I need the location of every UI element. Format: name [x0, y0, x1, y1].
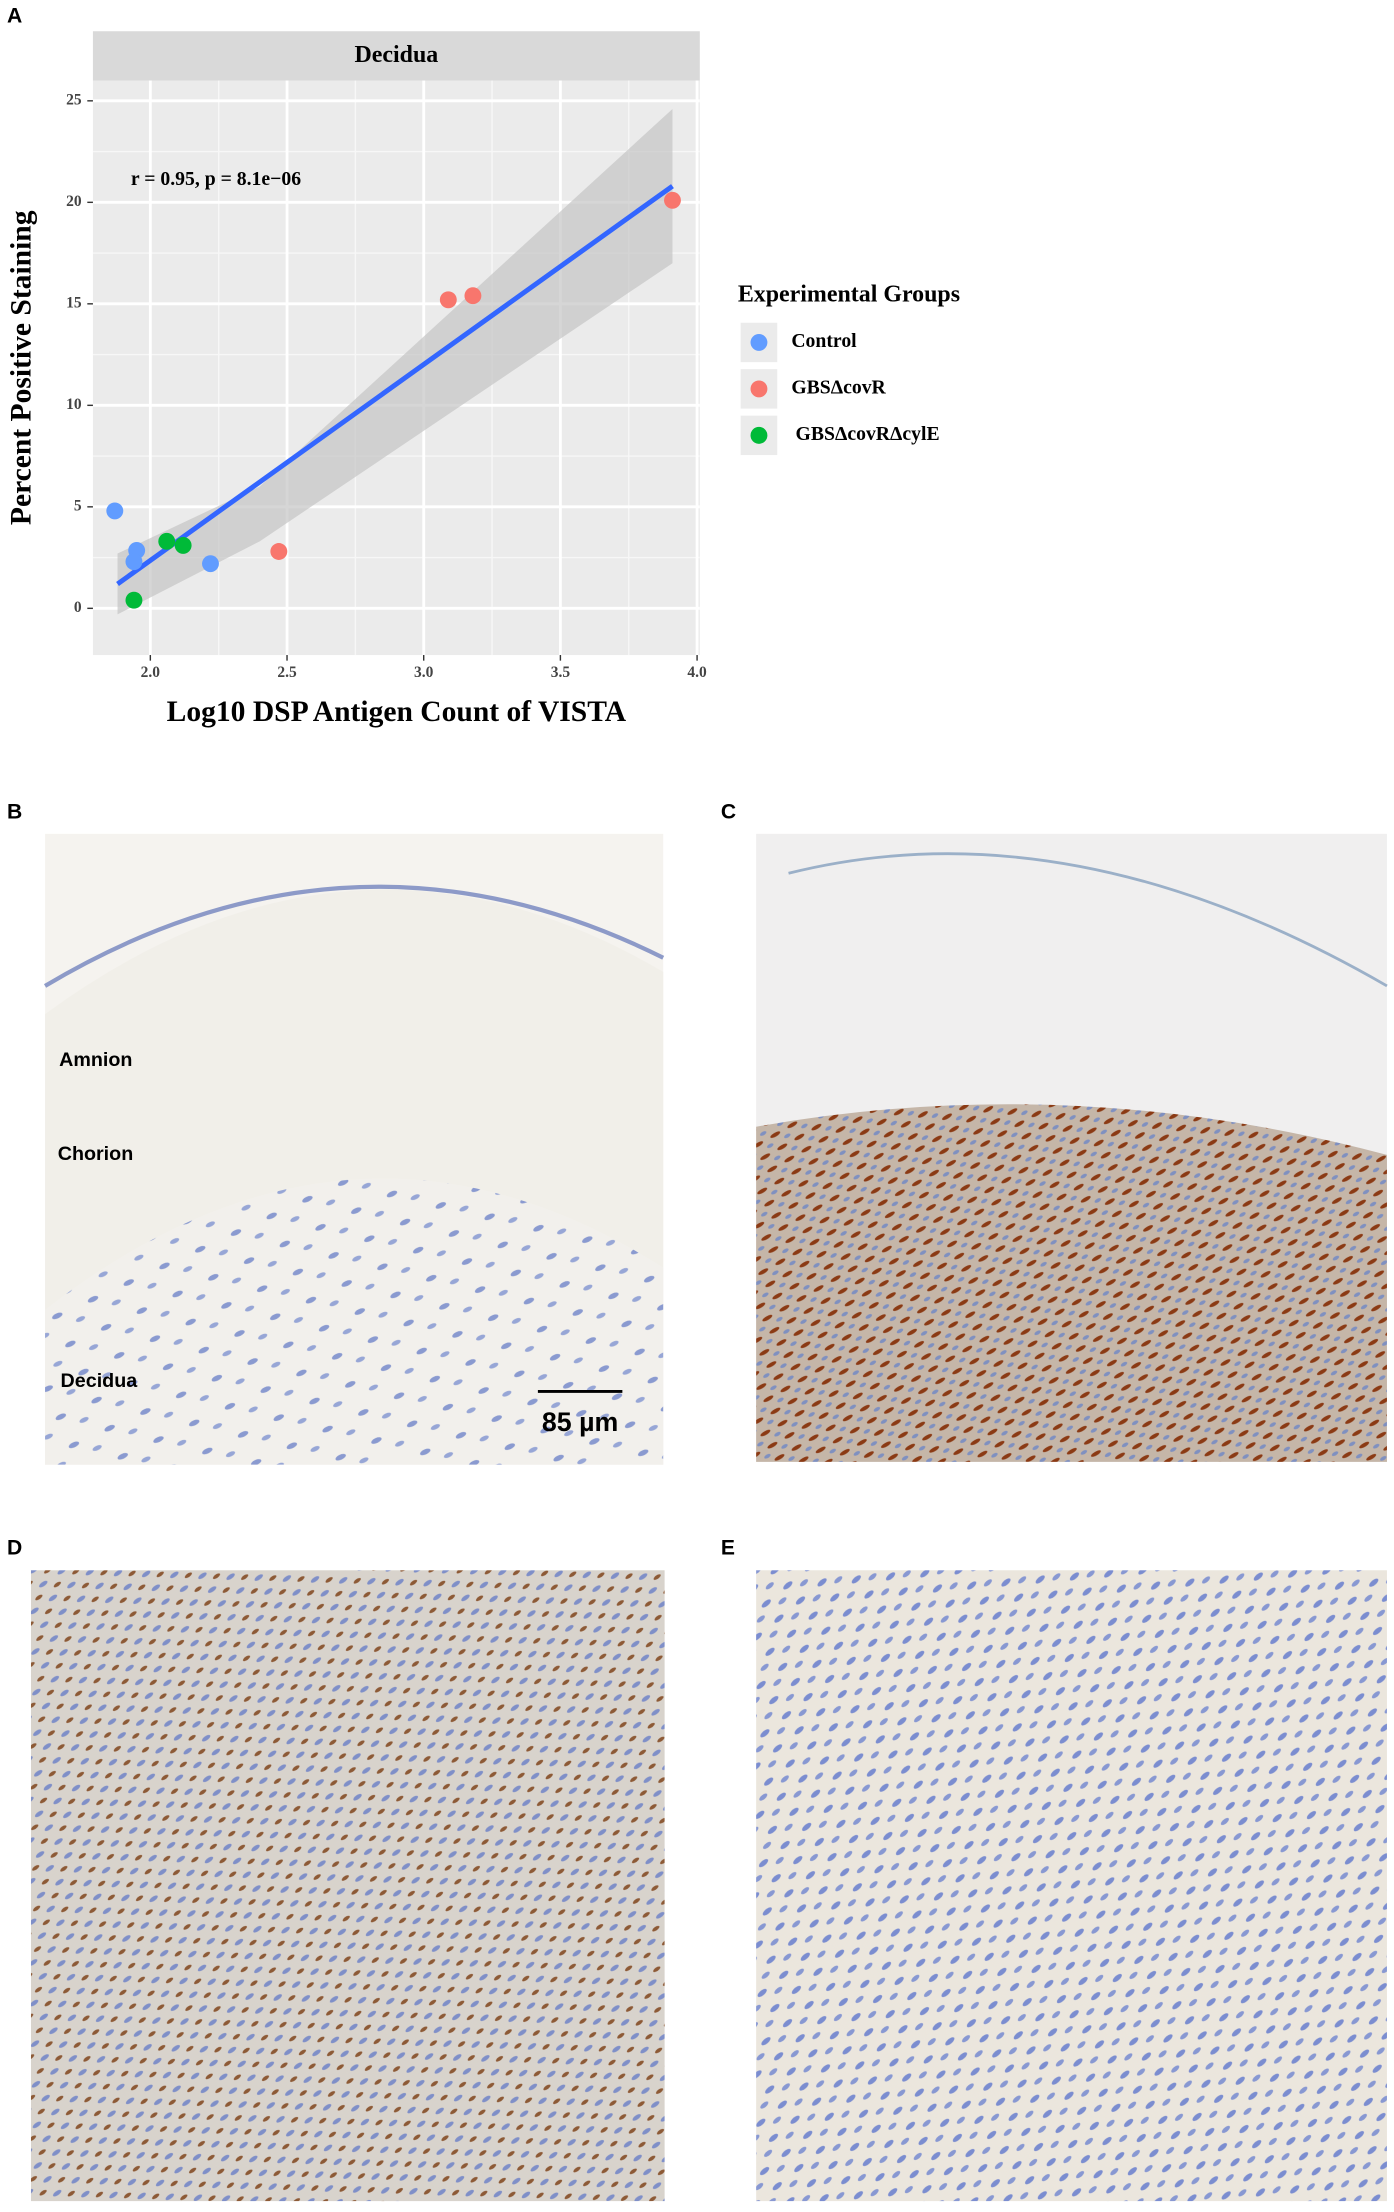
- facet-strip: [92, 31, 700, 81]
- y-tick-label: 10: [66, 396, 82, 413]
- x-axis-label: Log10 DSP Antigen Count of VISTA: [167, 696, 627, 728]
- x-tick-label: 3.5: [551, 664, 571, 681]
- micrograph-e: [756, 1570, 1387, 2202]
- annotation: r = 0.95, p = 8.1e−06: [131, 168, 301, 190]
- panel-label: B: [7, 800, 22, 823]
- legend-marker: [750, 380, 768, 398]
- legend-label: Control: [791, 330, 857, 352]
- data-point: [174, 536, 192, 554]
- y-tick-label: 20: [66, 193, 82, 210]
- legend-label: GBSΔcovR: [791, 376, 886, 398]
- trend-line: [116, 184, 674, 586]
- x-tick-label: 2.5: [277, 664, 297, 681]
- micrograph-b: [43, 833, 665, 1465]
- panel-label: D: [7, 1537, 22, 1560]
- scale-bar-label: 85 µm: [542, 1407, 618, 1437]
- facet-title: Decidua: [355, 42, 439, 68]
- tissue-label: Amnion: [59, 1049, 132, 1071]
- x-tick-label: 4.0: [687, 664, 707, 681]
- data-point: [664, 191, 681, 209]
- y-tick-label: 25: [66, 91, 82, 108]
- micrograph-d: [30, 1570, 665, 2202]
- x-tick-label: 3.0: [414, 664, 434, 681]
- y-tick-label: 15: [66, 294, 82, 311]
- legend-marker: [750, 426, 768, 444]
- y-tick-label: 0: [74, 599, 82, 616]
- panel-label: A: [7, 5, 22, 28]
- legend-label: GBSΔcovRΔcylE: [796, 423, 940, 445]
- data-point: [125, 553, 143, 571]
- data-point: [158, 532, 176, 550]
- data-point: [106, 502, 124, 520]
- tissue-label: Chorion: [58, 1143, 134, 1165]
- legend-marker: [750, 333, 768, 351]
- data-point: [125, 591, 143, 609]
- panel-label: E: [721, 1537, 735, 1560]
- tissue-label: Decidua: [61, 1370, 139, 1392]
- data-point: [439, 291, 457, 309]
- y-axis-label: Percent Positive Staining: [6, 210, 38, 525]
- y-tick-label: 5: [74, 497, 82, 514]
- data-point: [464, 287, 482, 305]
- panel-label: C: [721, 800, 736, 823]
- data-point: [270, 543, 288, 560]
- micrograph-c: [756, 833, 1388, 1462]
- x-tick-label: 2.0: [141, 664, 161, 681]
- data-point: [202, 555, 219, 573]
- legend-title: Experimental Groups: [738, 281, 960, 307]
- confidence-band: [117, 108, 673, 615]
